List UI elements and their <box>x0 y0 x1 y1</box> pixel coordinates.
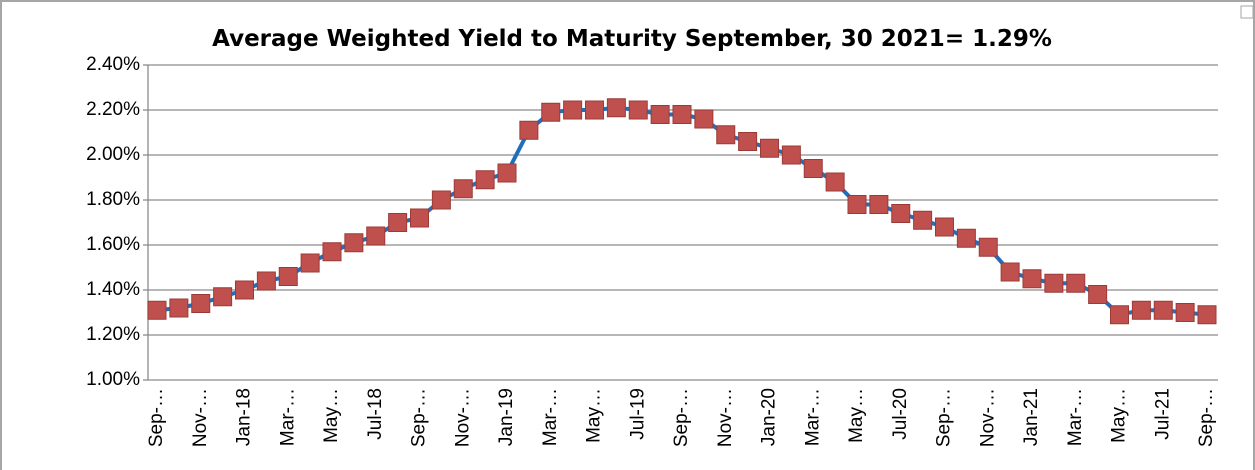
x-tick-label: Nov-… <box>977 388 998 447</box>
data-point <box>847 195 867 214</box>
data-point <box>1110 305 1129 325</box>
data-point <box>431 190 451 210</box>
data-point <box>1153 300 1173 320</box>
data-point <box>672 105 692 124</box>
chart-title: Average Weighted Yield to Maturity Septe… <box>212 26 1052 52</box>
data-point <box>781 145 801 165</box>
data-point <box>453 179 473 199</box>
data-point <box>388 213 408 232</box>
data-point <box>475 170 495 190</box>
y-tick-label: 1.40% <box>86 279 140 300</box>
x-tick-label: May… <box>1109 388 1130 443</box>
data-point <box>497 163 517 183</box>
data-point <box>935 217 954 237</box>
data-point <box>891 204 911 223</box>
x-tick-label: Nov-… <box>190 388 211 447</box>
data-point <box>738 132 758 151</box>
x-tick-label: Sep-… <box>146 388 167 447</box>
data-point <box>913 210 933 230</box>
data-point <box>147 300 167 320</box>
data-point <box>825 172 845 192</box>
x-tick-label: Jan-20 <box>759 388 780 446</box>
data-point <box>300 253 320 273</box>
x-tick-label: Mar-… <box>802 388 823 446</box>
data-point <box>410 208 429 228</box>
data-point <box>694 109 714 129</box>
data-point <box>322 242 342 262</box>
data-point <box>235 280 254 300</box>
x-tick-label: Nov-… <box>452 388 473 447</box>
x-tick-label: Jul-20 <box>890 388 911 440</box>
data-point <box>869 195 889 214</box>
data-point <box>650 105 670 124</box>
x-tick-label: Mar-… <box>1065 388 1086 446</box>
data-point <box>628 100 648 120</box>
data-point <box>169 298 189 318</box>
data-point <box>541 102 561 122</box>
x-tick-label: Jan-21 <box>1021 388 1042 446</box>
x-tick-label: Jan-19 <box>496 388 517 446</box>
data-point <box>1197 305 1217 325</box>
y-tick-label: 2.40% <box>86 54 140 75</box>
x-tick-label: Sep-… <box>1196 388 1217 447</box>
y-tick-label: 2.00% <box>86 144 140 165</box>
corner-handle <box>1240 5 1254 19</box>
data-point <box>1175 303 1195 322</box>
data-point <box>344 233 364 253</box>
data-point <box>716 125 736 145</box>
data-point <box>1044 273 1064 293</box>
x-tick-label: May… <box>584 388 605 443</box>
x-tick-label: May… <box>321 388 342 443</box>
data-point <box>760 138 779 158</box>
data-point <box>978 237 998 257</box>
x-tick-label: May… <box>846 388 867 443</box>
data-point <box>585 100 604 120</box>
data-point <box>256 271 276 291</box>
data-point <box>191 294 211 313</box>
x-tick-label: Sep-… <box>409 388 430 447</box>
data-point <box>366 226 386 246</box>
y-tick-label: 2.20% <box>86 99 140 120</box>
data-point <box>1022 269 1042 289</box>
data-point <box>519 120 539 140</box>
data-point <box>1131 300 1151 320</box>
y-tick-label: 1.60% <box>86 234 140 255</box>
x-tick-label: Mar-… <box>277 388 298 446</box>
data-point <box>278 267 298 286</box>
x-tick-label: Jul-21 <box>1152 388 1173 440</box>
x-tick-label: Jul-18 <box>365 388 386 440</box>
x-tick-label: Sep-… <box>671 388 692 447</box>
x-tick-label: Nov-… <box>715 388 736 447</box>
data-point <box>1088 285 1108 304</box>
x-tick-label: Mar-… <box>540 388 561 446</box>
x-tick-label: Jan-18 <box>234 388 255 446</box>
y-tick-label: 1.00% <box>86 369 140 390</box>
data-point <box>1066 273 1086 293</box>
data-point <box>213 287 233 307</box>
x-tick-label: Jul-19 <box>627 388 648 440</box>
data-point <box>803 159 823 178</box>
y-tick-label: 1.20% <box>86 324 140 345</box>
x-tick-label: Sep-… <box>934 388 955 447</box>
data-point <box>563 100 583 120</box>
y-tick-label: 1.80% <box>86 189 140 210</box>
data-point <box>956 228 976 248</box>
data-point <box>606 98 626 118</box>
data-point <box>1000 262 1020 282</box>
